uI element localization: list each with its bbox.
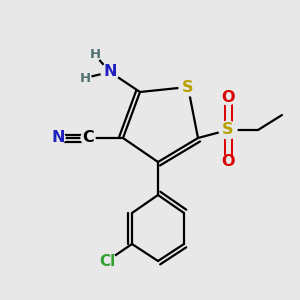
Circle shape xyxy=(89,49,101,61)
Circle shape xyxy=(101,63,119,81)
Circle shape xyxy=(219,121,237,139)
Text: Cl: Cl xyxy=(99,254,115,268)
Text: C: C xyxy=(82,130,94,146)
Circle shape xyxy=(81,131,95,145)
Circle shape xyxy=(179,78,197,96)
Text: O: O xyxy=(221,154,235,169)
Circle shape xyxy=(98,252,116,270)
Circle shape xyxy=(79,72,91,84)
Circle shape xyxy=(221,155,235,169)
Text: H: H xyxy=(80,71,91,85)
Circle shape xyxy=(51,131,65,145)
Text: S: S xyxy=(222,122,234,137)
Text: H: H xyxy=(89,49,100,62)
Text: N: N xyxy=(103,64,117,80)
Circle shape xyxy=(221,91,235,105)
Text: S: S xyxy=(182,80,194,94)
Text: N: N xyxy=(51,130,65,146)
Text: O: O xyxy=(221,91,235,106)
